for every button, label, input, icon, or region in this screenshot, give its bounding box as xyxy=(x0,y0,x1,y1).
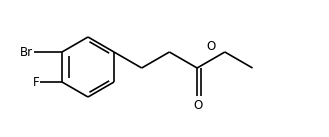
Text: O: O xyxy=(206,40,215,53)
Text: O: O xyxy=(194,99,203,112)
Text: Br: Br xyxy=(20,45,33,58)
Text: F: F xyxy=(33,75,39,89)
